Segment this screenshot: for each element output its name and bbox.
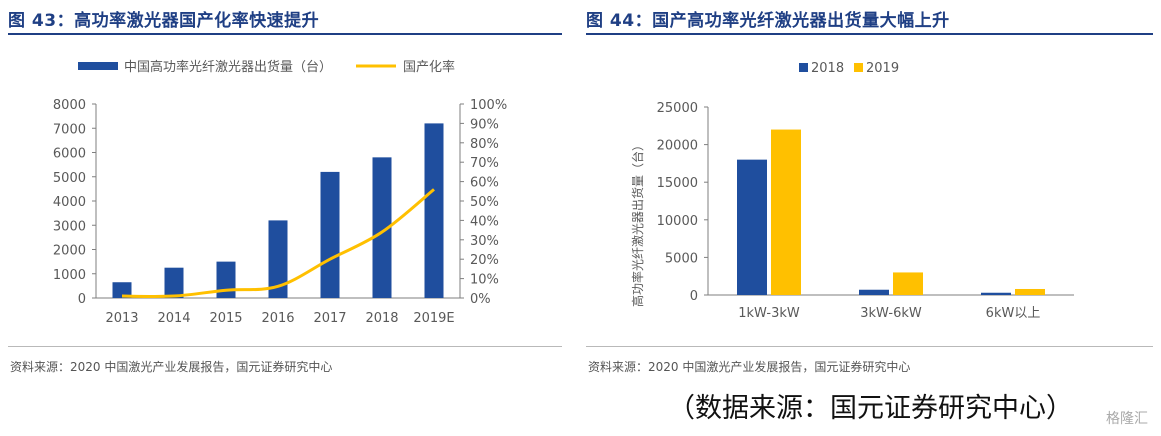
y-tick-label: 15000 (657, 176, 698, 191)
bar-2018 (981, 292, 1011, 295)
source-note: 资料来源：2020 中国激光产业发展报告，国元证券研究中心 (588, 360, 911, 374)
y-right-tick-label: 60% (470, 176, 499, 191)
y-right-tick-label: 20% (470, 253, 499, 268)
y-left-tick-label: 1000 (53, 268, 86, 283)
chart-panel-shipments: 图 44：国产高功率光纤激光器出货量大幅上升 2018 2019 0 5000 1000… (578, 0, 1161, 380)
legend-swatch-2019 (854, 63, 863, 72)
y-tick-label: 5000 (665, 251, 698, 266)
legend-label-shipments: 中国高功率光纤激光器出货量（台） (124, 59, 332, 75)
bar-shipments (372, 157, 392, 298)
bar-2019 (1015, 288, 1045, 295)
bar-2019 (893, 272, 923, 295)
y-left-tick-label: 5000 (53, 171, 86, 186)
x-tick-label: 2015 (209, 311, 242, 326)
y-right-tick-label: 30% (470, 234, 499, 249)
y-right-tick-label: 100% (470, 98, 507, 113)
y-right-tick-label: 70% (470, 156, 499, 171)
y-tick-label: 0 (690, 289, 698, 304)
bar-shipments (320, 171, 340, 298)
legend-swatch-shipments (78, 62, 118, 70)
y-tick-label: 10000 (657, 214, 698, 229)
y-right-tick-label: 90% (470, 117, 499, 132)
x-tick-label: 2016 (261, 311, 294, 326)
legend-label-rate: 国产化率 (403, 59, 455, 75)
y-tick-label: 20000 (657, 139, 698, 154)
figure-title: 图 43：高功率激光器国产化率快速提升 (8, 11, 320, 31)
y-right-tick-label: 50% (470, 195, 499, 210)
y-right-tick-label: 40% (470, 214, 499, 229)
y-left-tick-label: 3000 (53, 219, 86, 234)
source-note: 资料来源：2020 中国激光产业发展报告，国元证券研究中心 (10, 360, 333, 374)
combo-chart: 中国高功率光纤激光器出货量（台） 国产化率 0 1000 2000 3000 4000 500… (53, 59, 507, 326)
bar-shipments (424, 123, 444, 299)
bar-shipments (268, 220, 288, 298)
y-tick-label: 25000 (657, 101, 698, 116)
data-source-footnote: （数据来源：国元证券研究中心） (668, 393, 1073, 424)
x-tick-label: 2017 (313, 311, 346, 326)
y-left-tick-label: 0 (78, 292, 86, 307)
y-right-tick-label: 80% (470, 137, 499, 152)
x-tick-label: 1kW-3kW (738, 306, 800, 321)
x-tick-label: 3kW-6kW (860, 306, 922, 321)
chart-panel-localization-rate: 图 43：高功率激光器国产化率快速提升 中国高功率光纤激光器出货量（台） 国产化率… (0, 0, 570, 380)
legend-swatch-2018 (799, 63, 808, 72)
source-rule (8, 346, 562, 347)
x-tick-label: 2013 (105, 311, 138, 326)
bar-shipments (216, 261, 236, 298)
y-right-tick-label: 0% (470, 292, 491, 307)
x-tick-label: 2019E (413, 311, 454, 326)
x-tick-label: 6kW以上 (986, 306, 1041, 321)
grouped-bar-chart: 2018 2019 0 5000 10000 15000 20000 25000 高功率光纤激光… (630, 61, 1074, 321)
figure-title: 图 44：国产高功率光纤激光器出货量大幅上升 (586, 11, 950, 31)
y-left-tick-label: 4000 (53, 195, 86, 210)
y-right-tick-label: 10% (470, 273, 499, 288)
x-tick-label: 2018 (365, 311, 398, 326)
y-left-tick-label: 2000 (53, 244, 86, 259)
x-tick-label: 2014 (157, 311, 190, 326)
bar-2019 (771, 129, 801, 295)
bar-2018 (859, 289, 889, 295)
bar-shipments (164, 267, 184, 298)
watermark-logo: 格隆汇 (1106, 411, 1148, 427)
title-rule (586, 33, 1153, 35)
y-left-tick-label: 8000 (53, 98, 86, 113)
y-left-tick-label: 6000 (53, 147, 86, 162)
bar-shipments (112, 282, 132, 298)
bar-2018 (737, 159, 767, 295)
legend-label-2018: 2018 (811, 61, 844, 76)
y-axis-title: 高功率光纤激光器出货量（台） (630, 139, 645, 307)
source-rule (586, 346, 1153, 347)
title-rule (8, 33, 562, 35)
y-left-tick-label: 7000 (53, 122, 86, 137)
legend-label-2019: 2019 (866, 61, 899, 76)
